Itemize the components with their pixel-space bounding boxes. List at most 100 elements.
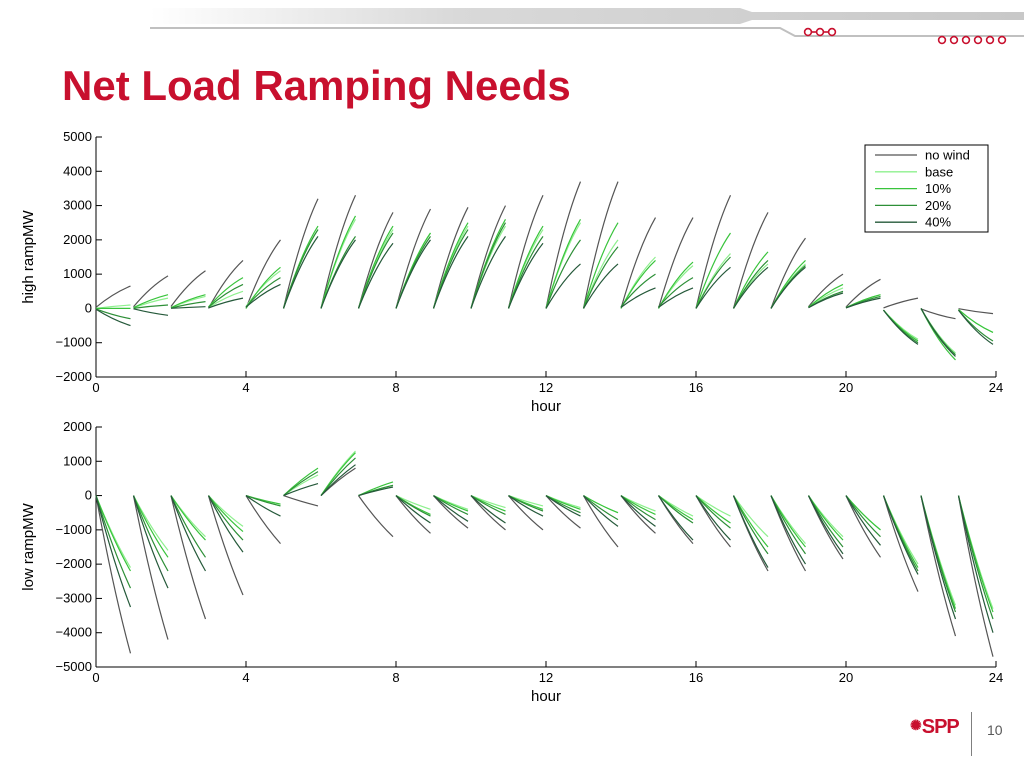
legend-entry-2: 10%: [925, 181, 951, 196]
trace-no-wind-hour-0: [95, 495, 132, 654]
header-bar: [150, 8, 1024, 24]
trace-20pct-hour-4: [245, 495, 281, 507]
y-tick-label: 4000: [63, 163, 92, 178]
trace-10pct-hour-16: [695, 495, 731, 524]
trace-40pct-hour-8: [395, 239, 431, 309]
trace-no-wind-hour-11: [508, 495, 544, 531]
trace-10pct-hour-12: [545, 218, 582, 309]
footer-separator: [971, 712, 972, 756]
trace-20pct-hour-5: [283, 471, 319, 497]
trace-base-hour-17: [733, 495, 769, 538]
x-tick-label: 20: [839, 670, 853, 685]
trace-40pct-hour-23: [957, 495, 994, 633]
spp-logo: ✺SPP: [910, 716, 960, 739]
slide-title: Net Load Ramping Needs: [62, 62, 571, 109]
trace-40pct-hour-0: [95, 308, 131, 327]
trace-no-wind-hour-3: [207, 495, 244, 596]
trace-40pct-hour-22: [920, 308, 956, 357]
trace-10pct-hour-3: [208, 277, 244, 308]
trace-40pct-hour-21: [882, 495, 919, 575]
trace-40pct-hour-13: [583, 495, 619, 527]
trace-10pct-hour-1: [133, 294, 169, 309]
trace-base-hour-17: [732, 263, 769, 309]
trace-20pct-hour-2: [170, 495, 206, 558]
trace-base-hour-15: [658, 495, 694, 517]
legend-entry-1: base: [925, 164, 953, 179]
trace-10pct-hour-0: [95, 495, 132, 572]
trace-base-hour-21: [883, 309, 919, 340]
y-tick-label: −2000: [55, 556, 92, 571]
trace-40pct-hour-4: [245, 283, 281, 308]
x-tick-label: 20: [839, 380, 853, 395]
x-tick-label: 12: [539, 670, 553, 685]
y-tick-label: −5000: [55, 659, 92, 674]
y-tick-label: −4000: [55, 625, 92, 640]
trace-10pct-hour-20: [845, 495, 881, 531]
logo-text: SPP: [921, 716, 960, 738]
trace-no-wind-hour-21: [882, 495, 919, 592]
trace-10pct-hour-23: [958, 309, 994, 333]
y-tick-label: 5000: [63, 129, 92, 144]
header-dots-left: [803, 27, 837, 37]
trace-40pct-hour-17: [732, 266, 769, 309]
y-axis-title: low rampMW: [20, 502, 37, 590]
trace-20pct-hour-9: [432, 229, 469, 309]
x-tick-label: 0: [92, 670, 99, 685]
trace-20pct-hour-15: [658, 495, 694, 524]
trace-base-hour-5: [282, 229, 319, 309]
header-decoration: [150, 8, 1024, 45]
trace-40pct-hour-7: [357, 242, 394, 309]
trace-no-wind-hour-20: [845, 278, 881, 308]
trace-40pct-hour-0: [95, 495, 132, 608]
y-tick-label: −1000: [55, 335, 92, 350]
y-tick-label: 0: [85, 300, 92, 315]
y-tick-label: −1000: [55, 522, 92, 537]
trace-20pct-hour-12: [545, 239, 581, 309]
trace-no-wind-hour-20: [845, 495, 881, 558]
trace-base-hour-21: [882, 495, 919, 565]
trace-no-wind-hour-8: [395, 208, 432, 309]
x-tick-label: 4: [242, 380, 249, 395]
x-tick-label: 24: [989, 380, 1003, 395]
trace-40pct-hour-18: [770, 266, 806, 309]
trace-40pct-hour-8: [395, 495, 431, 524]
trace-40pct-hour-20: [845, 297, 881, 309]
trace-40pct-hour-10: [470, 236, 506, 309]
trace-no-wind-hour-2: [170, 270, 206, 307]
trace-40pct-hour-14: [620, 287, 656, 308]
x-tick-label: 0: [92, 380, 99, 395]
trace-40pct-hour-19: [807, 495, 844, 555]
trace-20pct-hour-9: [433, 495, 469, 515]
trace-40pct-hour-13: [582, 263, 619, 309]
trace-40pct-hour-17: [732, 495, 769, 568]
trace-20pct-hour-1: [133, 304, 169, 309]
legend-entry-4: 40%: [925, 215, 951, 230]
trace-no-wind-hour-22: [920, 308, 956, 320]
trace-no-wind-hour-1: [132, 495, 169, 640]
trace-20pct-hour-11: [507, 236, 544, 309]
x-tick-label: 12: [539, 380, 553, 395]
x-tick-label: 16: [689, 670, 703, 685]
spark-icon: ✺: [910, 717, 922, 733]
legend-entry-0: no wind: [925, 148, 970, 163]
y-tick-label: −3000: [55, 590, 92, 605]
trace-no-wind-hour-2: [170, 495, 207, 620]
trace-40pct-hour-11: [507, 242, 544, 309]
y-tick-label: 0: [85, 488, 92, 503]
trace-40pct-hour-7: [358, 486, 394, 497]
trace-10pct-hour-19: [808, 283, 844, 308]
trace-40pct-hour-6: [320, 464, 356, 497]
header-line: [150, 27, 1024, 37]
y-tick-label: 2000: [63, 232, 92, 247]
trace-no-wind-hour-0: [95, 285, 131, 308]
trace-40pct-hour-12: [545, 495, 581, 517]
trace-40pct-hour-20: [845, 495, 881, 546]
trace-40pct-hour-12: [545, 263, 581, 309]
trace-40pct-hour-19: [808, 292, 844, 309]
trace-10pct-hour-16: [695, 232, 731, 309]
trace-no-wind-hour-8: [395, 495, 431, 534]
trace-40pct-hour-6: [320, 239, 356, 309]
trace-40pct-hour-5: [282, 236, 319, 309]
trace-40pct-hour-5: [283, 483, 319, 497]
